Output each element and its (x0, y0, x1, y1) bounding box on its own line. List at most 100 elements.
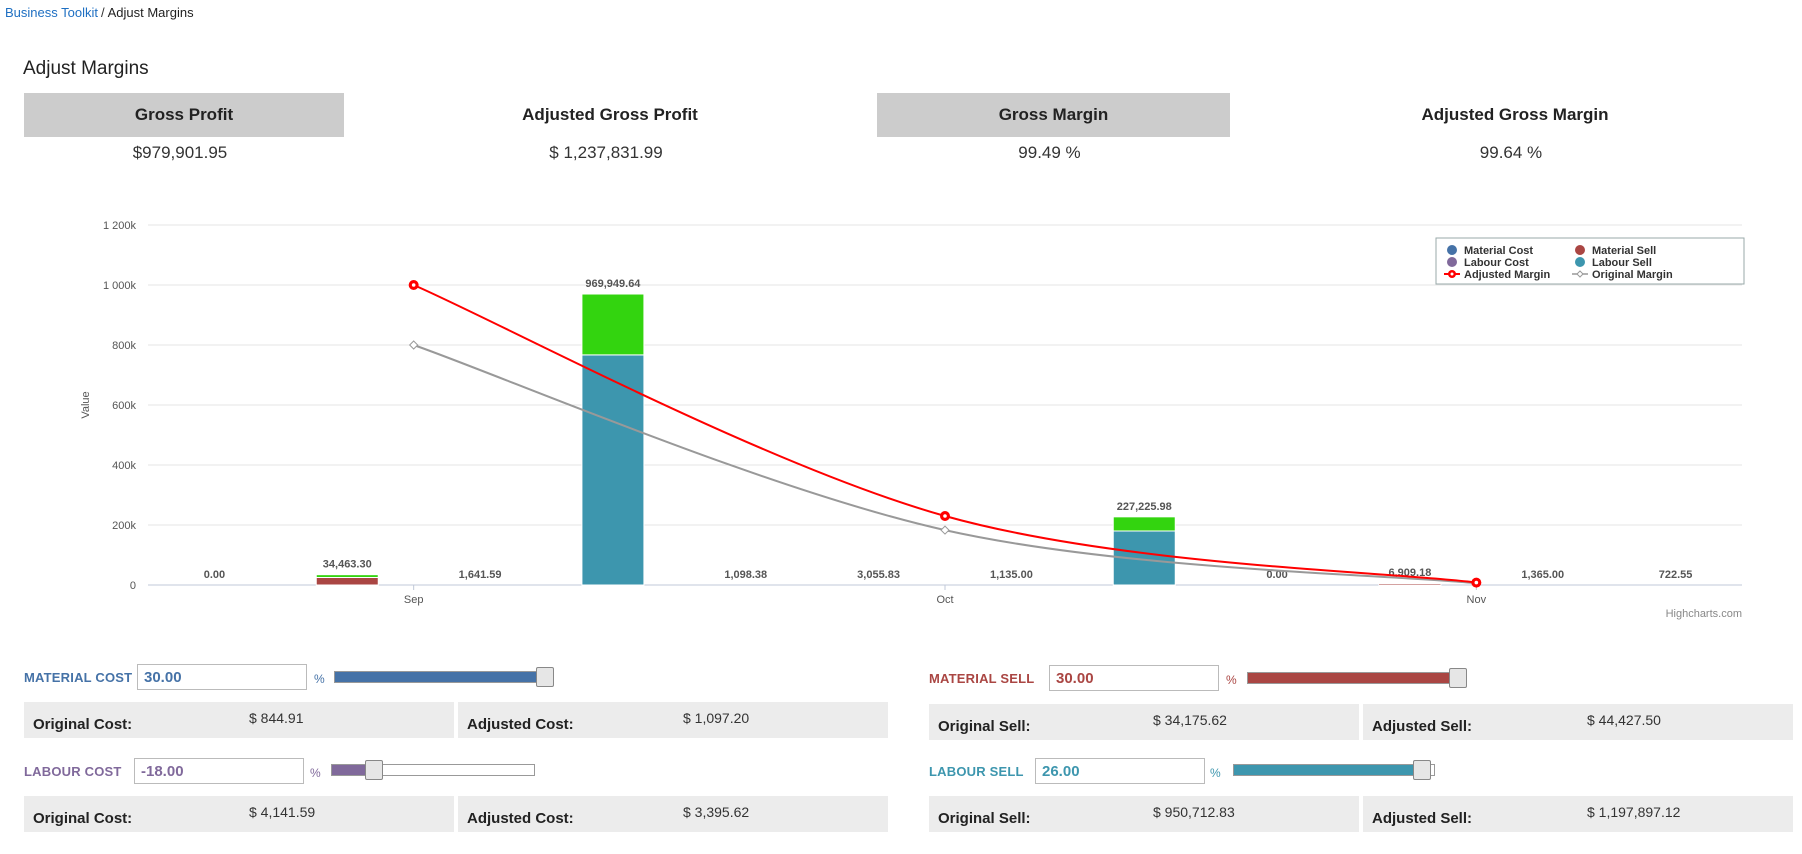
breadcrumb-separator: / (100, 5, 105, 20)
material-original-cost-label: Original Cost: (33, 716, 133, 733)
data-label: 3,055.83 (857, 569, 900, 581)
material-sell-label: MATERIAL SELL (929, 671, 1035, 686)
material-adjusted-sell-value-cell: $ 44,427.50 (1577, 704, 1793, 740)
original-margin-point (408, 340, 419, 350)
legend-symbol (1575, 245, 1585, 255)
data-label: 0.00 (1266, 569, 1287, 581)
adjusted-margin-point-center (943, 514, 947, 518)
material-original-cost-value: $ 844.91 (249, 710, 304, 726)
page-title: Adjust Margins (23, 58, 149, 79)
material-cost-slider-fill (335, 672, 545, 682)
data-label: 1,365.00 (1521, 569, 1564, 581)
labour-sell-slider[interactable] (1233, 760, 1435, 780)
material-original-sell-value: $ 34,175.62 (1153, 712, 1227, 728)
material-cost-input[interactable] (137, 664, 307, 690)
y-tick-label: 600k (112, 400, 136, 412)
labour-sell-slider-handle[interactable] (1413, 760, 1431, 780)
labour-sell-label: LABOUR SELL (929, 764, 1024, 779)
legend-symbol (1576, 270, 1584, 278)
material-cost-slider-handle[interactable] (536, 667, 554, 687)
legend-label: Material Sell (1592, 245, 1656, 257)
labour-sell-percent-sign: % (1210, 766, 1221, 780)
x-tick-label: Oct (936, 594, 953, 606)
data-label: 0.00 (204, 569, 225, 581)
labour-adjusted-cost-value: $ 3,395.62 (683, 804, 750, 820)
chart-credit: Highcharts.com (1666, 608, 1742, 620)
legend-symbol (1447, 245, 1457, 255)
kpi-gross-margin-label: Gross Margin (877, 93, 1230, 137)
labour-adjusted-sell-label: Adjusted Sell: (1372, 810, 1473, 827)
data-label: 1,641.59 (459, 569, 502, 581)
kpi-adjusted-gross-margin-label: Adjusted Gross Margin (1421, 105, 1609, 124)
material-original-cost-value-cell: $ 844.91 (239, 702, 454, 738)
x-tick-label: Nov (1467, 594, 1487, 606)
y-tick-label: 1 200k (103, 220, 137, 232)
labour-adjusted-cost-label: Adjusted Cost: (467, 810, 574, 827)
adjusted-margin-point-center (1474, 580, 1479, 585)
x-tick-label: Sep (404, 594, 424, 606)
labour-adjusted-cost-value-cell: $ 3,395.62 (673, 796, 888, 832)
material-cost-percent-sign: % (314, 672, 325, 686)
material-sell-input[interactable] (1049, 665, 1219, 691)
legend-symbol (1575, 257, 1585, 267)
adjusted-margin-point-center (411, 283, 416, 287)
material-adjusted-sell-value: $ 44,427.50 (1587, 712, 1661, 728)
labour-cost-label: LABOUR COST (24, 764, 122, 779)
material-sell-slider[interactable] (1247, 668, 1467, 688)
material-sell-percent-sign: % (1226, 673, 1237, 687)
breadcrumb: Business Toolkit / Adjust Margins (5, 5, 194, 20)
material-original-sell-label: Original Sell: (938, 718, 1031, 735)
data-label: 969,949.64 (585, 278, 641, 290)
y-tick-label: 0 (130, 580, 136, 592)
bar-segment (1112, 516, 1176, 532)
labour-original-cost-value: $ 4,141.59 (249, 804, 316, 820)
material-cost-label: MATERIAL COST (24, 670, 133, 685)
material-sell-slider-handle[interactable] (1449, 668, 1467, 688)
labour-adjusted-sell-value-cell: $ 1,197,897.12 (1577, 796, 1793, 832)
bar-segment (1378, 582, 1442, 584)
labour-original-sell-label: Original Sell: (938, 810, 1031, 827)
bar-segment (315, 574, 379, 579)
labour-cost-slider-fill (332, 765, 375, 775)
breadcrumb-current: Adjust Margins (107, 5, 194, 20)
margins-chart: 0 200k 400k 600k 800k 1 000k 1 200k Value Sep Oct… (80, 220, 1745, 620)
material-adjusted-cost-value: $ 1,097.20 (683, 710, 750, 726)
material-adjusted-sell-label: Adjusted Sell: (1372, 718, 1473, 735)
legend-label: Labour Cost (1464, 257, 1529, 269)
legend-label: Material Cost (1464, 245, 1533, 257)
kpi-gross-profit-label: Gross Profit (24, 93, 344, 137)
original-margin-point (940, 525, 950, 535)
y-axis-title: Value (80, 391, 92, 418)
material-cost-slider[interactable] (334, 667, 554, 687)
y-tick-label: 1 000k (103, 280, 137, 292)
labour-cost-percent-sign: % (310, 766, 321, 780)
data-label: 1,135.00 (990, 569, 1033, 581)
kpi-adjusted-gross-profit-label: Adjusted Gross Profit (522, 105, 698, 124)
labour-cost-input[interactable] (134, 758, 304, 784)
data-label: 34,463.30 (323, 559, 372, 571)
y-tick-label: 800k (112, 340, 136, 352)
legend-symbol (1450, 272, 1454, 276)
legend-symbol (1447, 257, 1457, 267)
data-label: 227,225.98 (1117, 501, 1172, 513)
labour-cost-slider-handle[interactable] (365, 760, 384, 780)
adjusted-margin-line (413, 284, 1477, 584)
y-tick-label: 200k (112, 520, 136, 532)
material-adjusted-cost-value-cell: $ 1,097.20 (673, 702, 888, 738)
data-label: 722.55 (1659, 569, 1693, 581)
data-label: 1,098.38 (724, 569, 767, 581)
breadcrumb-link-business-toolkit[interactable]: Business Toolkit (5, 5, 98, 20)
material-sell-slider-fill (1248, 673, 1458, 683)
legend-box (1435, 237, 1745, 285)
labour-original-cost-value-cell: $ 4,141.59 (239, 796, 454, 832)
labour-original-cost-label: Original Cost: (33, 810, 133, 827)
labour-original-sell-value-cell: $ 950,712.83 (1143, 796, 1359, 832)
y-tick-label: 400k (112, 460, 136, 472)
kpi-adjusted-gross-margin-value: 99.64 % (1479, 143, 1543, 162)
kpi-adjusted-gross-profit-value: $ 1,237,831.99 (549, 143, 663, 162)
kpi-gross-margin-value: 99.49 % (1018, 143, 1081, 162)
bar-segment (581, 293, 645, 356)
material-original-sell-value-cell: $ 34,175.62 (1143, 704, 1359, 740)
labour-sell-input[interactable] (1035, 758, 1205, 784)
labour-cost-slider[interactable] (331, 760, 535, 780)
